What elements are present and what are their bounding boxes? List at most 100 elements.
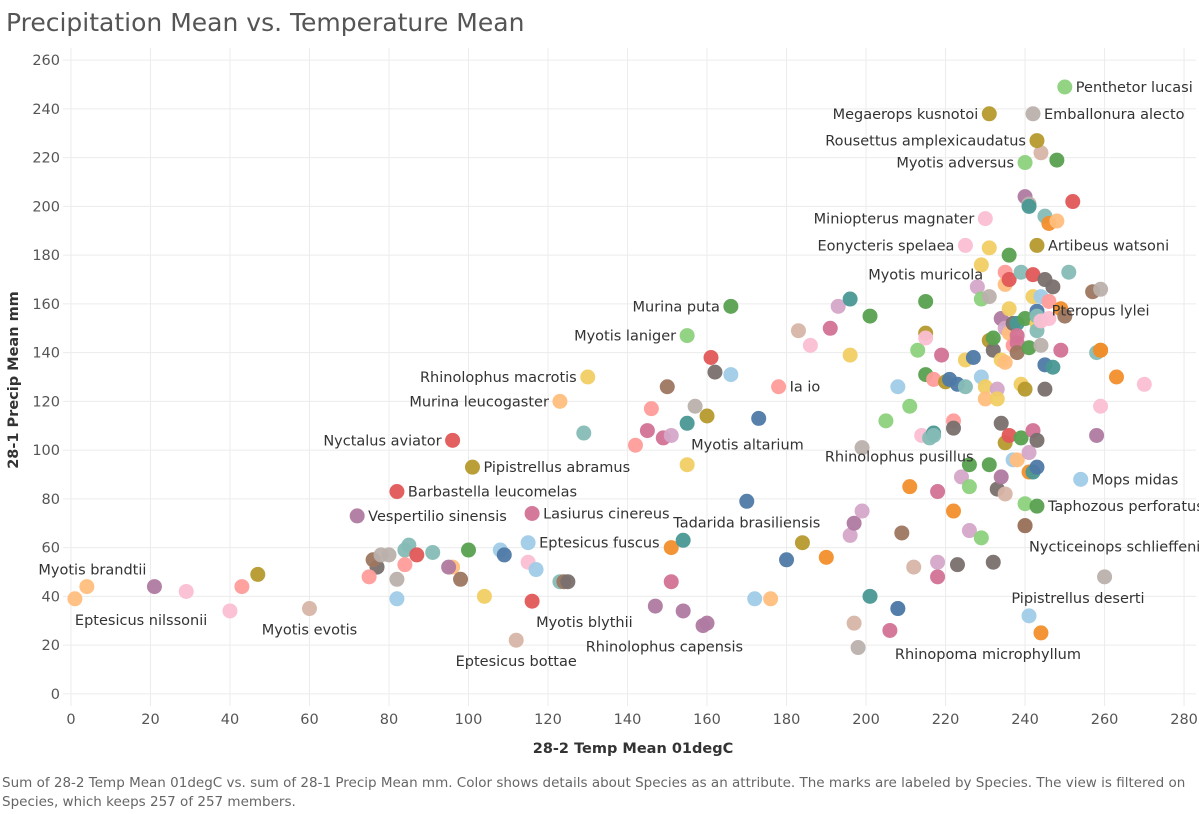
data-point[interactable] xyxy=(949,557,965,573)
data-point[interactable] xyxy=(234,579,250,595)
data-point[interactable] xyxy=(902,479,918,495)
data-point[interactable] xyxy=(361,569,377,585)
data-point[interactable] xyxy=(846,615,862,631)
data-point[interactable] xyxy=(1049,152,1065,168)
data-point[interactable] xyxy=(663,574,679,590)
data-point[interactable] xyxy=(723,367,739,383)
data-point[interactable] xyxy=(1045,359,1061,375)
data-point[interactable] xyxy=(981,457,997,473)
data-point[interactable] xyxy=(1001,301,1017,317)
data-point[interactable] xyxy=(409,547,425,563)
data-point[interactable] xyxy=(902,398,918,414)
data-point[interactable] xyxy=(1029,459,1045,475)
data-point[interactable] xyxy=(1021,445,1037,461)
data-point[interactable] xyxy=(790,323,806,339)
data-point[interactable] xyxy=(985,554,1001,570)
data-point[interactable] xyxy=(222,603,238,619)
data-point[interactable] xyxy=(846,515,862,531)
labeled-data-point[interactable] xyxy=(739,493,755,509)
labeled-data-point[interactable] xyxy=(67,591,83,607)
data-point[interactable] xyxy=(930,554,946,570)
labeled-data-point[interactable] xyxy=(445,432,461,448)
data-point[interactable] xyxy=(973,530,989,546)
labeled-data-point[interactable] xyxy=(723,298,739,314)
data-point[interactable] xyxy=(779,552,795,568)
data-point[interactable] xyxy=(389,571,405,587)
data-point[interactable] xyxy=(1021,198,1037,214)
data-point[interactable] xyxy=(802,337,818,353)
data-point[interactable] xyxy=(997,354,1013,370)
data-point[interactable] xyxy=(1061,264,1077,280)
labeled-data-point[interactable] xyxy=(695,618,711,634)
data-point[interactable] xyxy=(1041,311,1057,327)
data-point[interactable] xyxy=(663,540,679,556)
data-point[interactable] xyxy=(1017,381,1033,397)
data-point[interactable] xyxy=(1037,381,1053,397)
data-point[interactable] xyxy=(973,257,989,273)
data-point[interactable] xyxy=(1053,342,1069,358)
data-point[interactable] xyxy=(906,559,922,575)
labeled-data-point[interactable] xyxy=(918,293,934,309)
data-point[interactable] xyxy=(1045,279,1061,295)
data-point[interactable] xyxy=(1136,376,1152,392)
data-point[interactable] xyxy=(1017,496,1033,512)
labeled-data-point[interactable] xyxy=(1057,79,1073,95)
data-point[interactable] xyxy=(663,427,679,443)
data-point[interactable] xyxy=(747,591,763,607)
data-point[interactable] xyxy=(1017,311,1033,327)
data-point[interactable] xyxy=(977,379,993,395)
data-point[interactable] xyxy=(910,342,926,358)
data-point[interactable] xyxy=(453,571,469,587)
data-point[interactable] xyxy=(894,525,910,541)
labeled-data-point[interactable] xyxy=(1025,106,1041,122)
data-point[interactable] xyxy=(945,503,961,519)
data-point[interactable] xyxy=(703,350,719,366)
data-point[interactable] xyxy=(687,398,703,414)
data-point[interactable] xyxy=(1049,213,1065,229)
data-point[interactable] xyxy=(643,401,659,417)
data-point[interactable] xyxy=(854,440,870,456)
data-point[interactable] xyxy=(981,240,997,256)
data-point[interactable] xyxy=(496,547,512,563)
labeled-data-point[interactable] xyxy=(524,505,540,521)
labeled-data-point[interactable] xyxy=(1017,518,1033,534)
data-point[interactable] xyxy=(751,410,767,426)
data-point[interactable] xyxy=(381,547,397,563)
data-point[interactable] xyxy=(1065,194,1081,210)
labeled-data-point[interactable] xyxy=(977,211,993,227)
data-point[interactable] xyxy=(763,591,779,607)
data-point[interactable] xyxy=(1009,328,1025,344)
data-point[interactable] xyxy=(647,598,663,614)
data-point[interactable] xyxy=(934,347,950,363)
data-point[interactable] xyxy=(627,437,643,453)
labeled-data-point[interactable] xyxy=(349,508,365,524)
labeled-data-point[interactable] xyxy=(1073,471,1089,487)
data-point[interactable] xyxy=(1033,145,1049,161)
data-point[interactable] xyxy=(926,371,942,387)
labeled-data-point[interactable] xyxy=(771,379,787,395)
data-point[interactable] xyxy=(961,523,977,539)
data-point[interactable] xyxy=(993,469,1009,485)
data-point[interactable] xyxy=(794,535,810,551)
data-point[interactable] xyxy=(862,308,878,324)
data-point[interactable] xyxy=(890,601,906,617)
data-point[interactable] xyxy=(560,574,576,590)
labeled-data-point[interactable] xyxy=(1029,498,1045,514)
data-point[interactable] xyxy=(918,330,934,346)
data-point[interactable] xyxy=(993,415,1009,431)
data-point[interactable] xyxy=(842,347,858,363)
data-point[interactable] xyxy=(250,566,266,582)
data-point[interactable] xyxy=(945,420,961,436)
data-point[interactable] xyxy=(178,583,194,599)
labeled-data-point[interactable] xyxy=(146,579,162,595)
data-point[interactable] xyxy=(699,408,715,424)
labeled-data-point[interactable] xyxy=(464,459,480,475)
data-point[interactable] xyxy=(675,532,691,548)
data-point[interactable] xyxy=(707,364,723,380)
labeled-data-point[interactable] xyxy=(926,427,942,443)
data-point[interactable] xyxy=(969,279,985,295)
data-point[interactable] xyxy=(1001,272,1017,288)
labeled-data-point[interactable] xyxy=(981,106,997,122)
data-point[interactable] xyxy=(850,640,866,656)
data-point[interactable] xyxy=(1021,608,1037,624)
